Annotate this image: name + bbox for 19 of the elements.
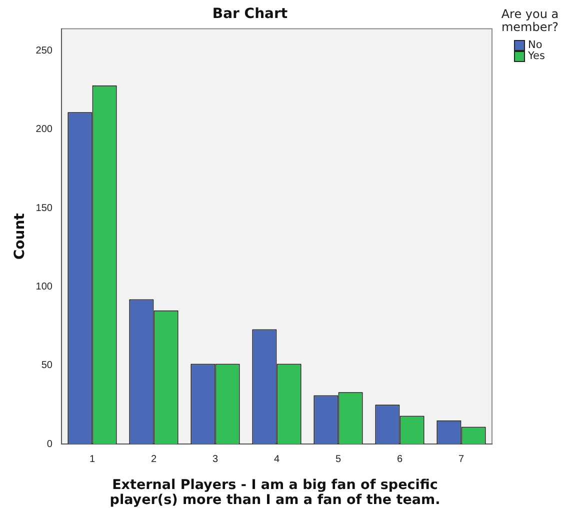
x-tick-label: 1 (89, 454, 96, 465)
y-tick-label: 50 (41, 360, 53, 372)
legend-label: No (528, 39, 542, 51)
x-tick-label: 3 (212, 454, 218, 465)
y-tick-label: 200 (36, 124, 53, 136)
x-tick-label: 5 (335, 454, 342, 465)
x-tick-label: 2 (150, 454, 157, 465)
x-axis-title: External Players - I am a big fan of specific player(s) more than I am a fan of the team. (108, 477, 442, 508)
legend-label: Yes (528, 50, 545, 62)
y-axis-title: Count (12, 212, 28, 260)
y-tick-label: 250 (36, 46, 53, 57)
y-tick-label: 100 (36, 281, 53, 292)
x-tick-label: 6 (396, 454, 403, 465)
y-tick-label: 150 (36, 202, 53, 214)
x-tick-label: 4 (274, 454, 280, 465)
y-tick-label: 0 (46, 438, 53, 450)
chart-title: Bar Chart (212, 6, 288, 22)
x-tick-label: 7 (458, 454, 464, 465)
legend-title: Are you a member? (500, 7, 560, 34)
